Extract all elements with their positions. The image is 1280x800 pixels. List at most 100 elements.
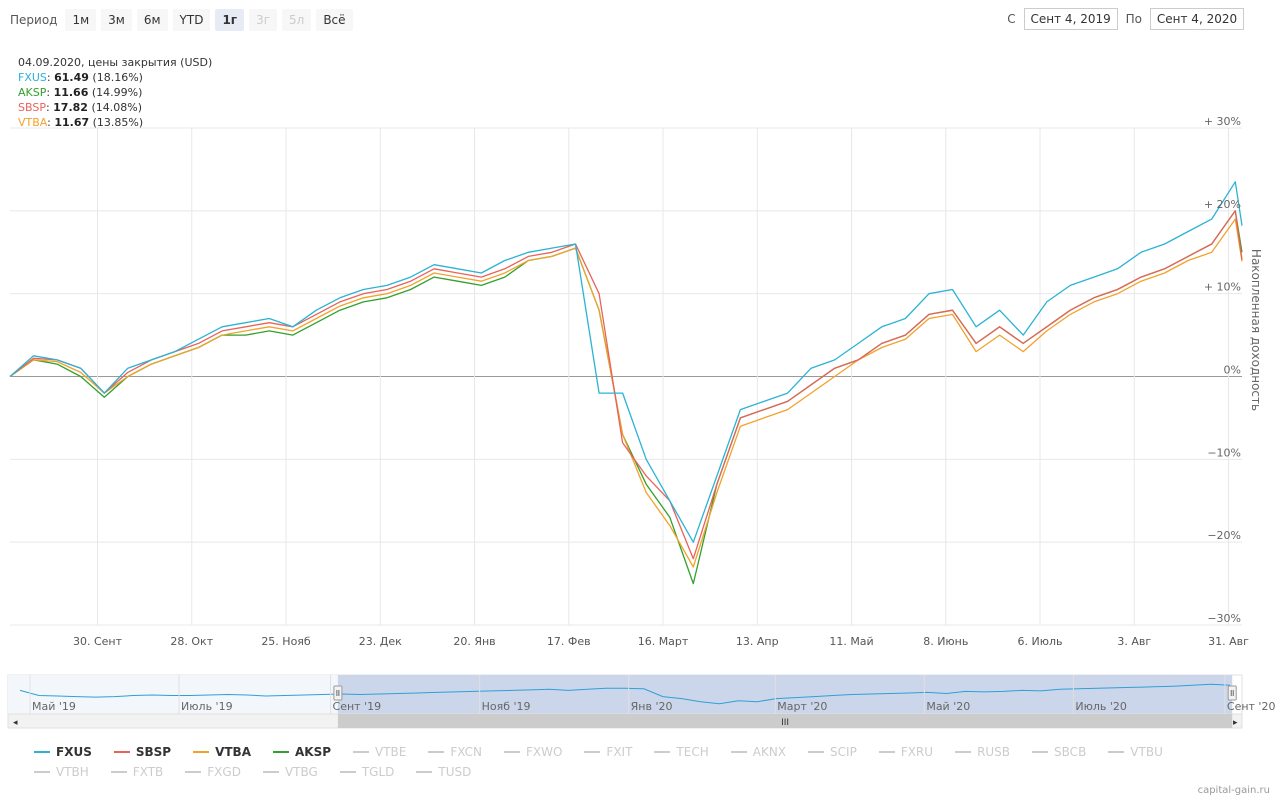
navigator-mask-left bbox=[8, 675, 338, 714]
legend-swatch bbox=[503, 751, 520, 753]
range-button-3y[interactable]: 3г bbox=[249, 9, 278, 31]
legend-label: SBCB bbox=[1054, 745, 1087, 759]
tooltip-date: 04.09.2020, цены закрытия (USD) bbox=[18, 56, 213, 69]
legend-item-vtbh[interactable]: VTBH bbox=[34, 762, 89, 782]
legend-swatch bbox=[339, 771, 356, 773]
navigator-handle-left bbox=[333, 685, 343, 701]
legend-swatch bbox=[808, 751, 825, 753]
legend-swatch bbox=[416, 771, 433, 773]
legend-item-vtba[interactable]: VTBA bbox=[193, 742, 251, 762]
tooltip-row-fxus: FXUS: 61.49 (18.16%) bbox=[18, 71, 143, 84]
tooltip-value: 17.82 bbox=[53, 101, 88, 114]
x-tick-label: 16. Март bbox=[638, 635, 689, 648]
range-button-1y[interactable]: 1г bbox=[215, 9, 245, 31]
x-tick-label: 3. Авг bbox=[1117, 635, 1151, 648]
legend-item-vtbg[interactable]: VTBG bbox=[262, 762, 318, 782]
tooltip-ticker: AKSP bbox=[18, 86, 47, 99]
legend-item-vtbu[interactable]: VTBU bbox=[1108, 742, 1163, 762]
legend-swatch bbox=[193, 751, 210, 753]
x-tick-label: 17. Фев bbox=[547, 635, 591, 648]
legend-item-fxtb[interactable]: FXTB bbox=[110, 762, 164, 782]
range-button-1m[interactable]: 1м bbox=[65, 9, 97, 31]
legend-label: AKNX bbox=[752, 745, 787, 759]
legend-swatch bbox=[878, 751, 895, 753]
navigator-label: Май '19 bbox=[32, 700, 76, 713]
y-tick-label: + 20% bbox=[1204, 198, 1241, 211]
x-tick-label: 28. Окт bbox=[170, 635, 213, 648]
scrollbar-track bbox=[7, 713, 1243, 729]
legend-item-aknx[interactable]: AKNX bbox=[730, 742, 787, 762]
tooltip-ticker: SBSP bbox=[18, 101, 46, 114]
legend-item-sbsp[interactable]: SBSP bbox=[113, 742, 171, 762]
legend-item-scip[interactable]: SCIP bbox=[808, 742, 857, 762]
legend-item-vtbe[interactable]: VTBE bbox=[353, 742, 406, 762]
legend-item-fxus[interactable]: FXUS bbox=[34, 742, 92, 762]
y-axis: + 30% + 20% + 10% 0% −10% −20% −30% bbox=[1204, 115, 1241, 625]
legend-label: FXWO bbox=[525, 745, 563, 759]
x-axis: 30. Сент 28. Окт 25. Нояб 23. Дек 20. Янв 17.… bbox=[73, 635, 1249, 648]
range-button-3m[interactable]: 3м bbox=[101, 9, 132, 31]
navigator-label: Сент '20 bbox=[1227, 700, 1276, 713]
tooltip-ticker: VTBA bbox=[18, 116, 48, 129]
grid-lines bbox=[10, 127, 1242, 626]
y-tick-label: −20% bbox=[1207, 529, 1241, 542]
tooltip-value: 11.67 bbox=[54, 116, 90, 129]
range-button-ytd[interactable]: YTD bbox=[172, 9, 211, 31]
legend-item-sbcb[interactable]: SBCB bbox=[1032, 742, 1086, 762]
x-tick-label: 11. Май bbox=[829, 635, 873, 648]
legend-label: VTBG bbox=[284, 765, 318, 779]
legend-item-rusb[interactable]: RUSB bbox=[955, 742, 1010, 762]
navigator-background bbox=[7, 674, 1243, 715]
y-tick-label: + 10% bbox=[1204, 281, 1241, 294]
legend-label: VTBA bbox=[215, 745, 251, 759]
legend-item-fxwo[interactable]: FXWO bbox=[503, 742, 563, 762]
navigator-layer: Май '19 Июль '19 Сент '19 Нояб '19 Янв '20 Ма… bbox=[7, 674, 1276, 729]
legend-item-tusd[interactable]: TUSD bbox=[416, 762, 471, 782]
legend-label: TUSD bbox=[438, 765, 472, 779]
period-label: Период bbox=[10, 13, 58, 27]
to-label: По bbox=[1125, 12, 1142, 26]
to-date-input[interactable] bbox=[1150, 8, 1244, 30]
scroll-right-arrow-icon: ▸ bbox=[1233, 718, 1238, 728]
scroll-left-arrow-icon: ◂ bbox=[13, 718, 18, 728]
legend-swatch bbox=[955, 751, 972, 753]
legend-label: FXRU bbox=[900, 745, 934, 759]
legend-item-fxit[interactable]: FXIT bbox=[584, 742, 632, 762]
series-line-sbsp bbox=[9, 210, 1243, 560]
legend-label: TECH bbox=[676, 745, 709, 759]
legend-swatch bbox=[34, 771, 50, 773]
legend-label: FXTB bbox=[132, 765, 164, 779]
from-date-input[interactable] bbox=[1023, 8, 1118, 30]
tooltip-percent: (14.08%) bbox=[91, 101, 142, 114]
legend-label: RUSB bbox=[977, 745, 1011, 759]
legend-swatch bbox=[1108, 751, 1125, 753]
legend-swatch bbox=[185, 771, 202, 773]
x-tick-label: 20. Янв bbox=[453, 635, 495, 648]
scrollbar-grip-icon: III bbox=[781, 718, 789, 728]
range-button-all[interactable]: Всё bbox=[316, 9, 353, 31]
navigator-label: Март '20 bbox=[777, 700, 827, 713]
line-chart[interactable]: 30. Сент 28. Окт 25. Нояб 23. Дек 20. Янв 17.… bbox=[0, 0, 1280, 660]
tooltip-row-aksp: AKSP: 11.66 (14.99%) bbox=[18, 86, 143, 99]
range-button-5y[interactable]: 5л bbox=[282, 9, 312, 31]
legend-item-tgld[interactable]: TGLD bbox=[339, 762, 394, 782]
legend-swatch bbox=[272, 751, 289, 753]
y-tick-label: + 30% bbox=[1204, 115, 1241, 128]
series-layer bbox=[9, 181, 1243, 585]
legend-swatch bbox=[654, 751, 671, 753]
credits: capital-gain.ru bbox=[1197, 785, 1270, 796]
tooltip-percent: (14.99%) bbox=[91, 86, 143, 99]
range-button-6m[interactable]: 6м bbox=[136, 9, 168, 31]
legend-item-fxru[interactable]: FXRU bbox=[878, 742, 934, 762]
legend-item-tech[interactable]: TECH bbox=[654, 742, 709, 762]
x-tick-label: 31. Авг bbox=[1208, 635, 1249, 648]
scrollbar-thumb bbox=[337, 714, 1233, 728]
legend-item-fxgd[interactable]: FXGD bbox=[185, 762, 241, 782]
tooltip-percent: (18.16%) bbox=[92, 71, 143, 84]
navigator-label: Янв '20 bbox=[631, 700, 673, 713]
legend-item-fxcn[interactable]: FXCN bbox=[428, 742, 482, 762]
legend-swatch bbox=[1032, 751, 1049, 753]
series-line-fxus bbox=[9, 181, 1243, 543]
legend-item-aksp[interactable]: AKSP bbox=[272, 742, 331, 762]
tooltip-row-sbsp: SBSP: 17.82 (14.08%) bbox=[18, 101, 142, 114]
